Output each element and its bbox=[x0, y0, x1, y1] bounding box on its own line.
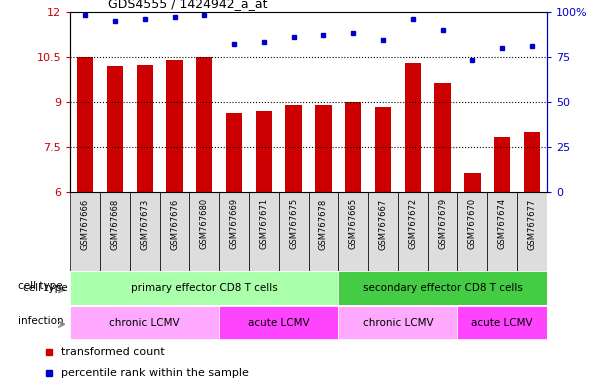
Text: GSM767668: GSM767668 bbox=[111, 198, 119, 250]
Bar bbox=[398, 192, 428, 271]
Text: cell type: cell type bbox=[23, 283, 67, 293]
Text: primary effector CD8 T cells: primary effector CD8 T cells bbox=[131, 283, 277, 293]
Bar bbox=[70, 271, 338, 305]
Bar bbox=[70, 306, 219, 339]
Text: GSM767677: GSM767677 bbox=[527, 198, 536, 250]
Text: GSM767679: GSM767679 bbox=[438, 198, 447, 250]
Bar bbox=[70, 192, 100, 271]
Bar bbox=[249, 192, 279, 271]
Bar bbox=[464, 173, 481, 192]
Bar bbox=[196, 57, 213, 192]
Bar bbox=[77, 57, 93, 192]
Bar bbox=[338, 271, 547, 305]
Bar bbox=[494, 137, 510, 192]
Text: GSM767671: GSM767671 bbox=[260, 198, 268, 250]
Bar bbox=[338, 306, 458, 339]
Bar bbox=[100, 192, 130, 271]
Text: secondary effector CD8 T cells: secondary effector CD8 T cells bbox=[363, 283, 522, 293]
Text: GSM767675: GSM767675 bbox=[289, 198, 298, 250]
Bar bbox=[434, 83, 451, 192]
Bar bbox=[189, 192, 219, 271]
Text: GSM767669: GSM767669 bbox=[230, 198, 238, 250]
Text: GSM767680: GSM767680 bbox=[200, 198, 209, 250]
Bar bbox=[345, 102, 362, 192]
Bar bbox=[219, 306, 338, 339]
Bar bbox=[166, 60, 183, 192]
Bar bbox=[524, 132, 540, 192]
Text: GSM767672: GSM767672 bbox=[408, 198, 417, 250]
Text: chronic LCMV: chronic LCMV bbox=[109, 318, 180, 328]
Text: GSM767665: GSM767665 bbox=[349, 198, 357, 250]
Bar bbox=[159, 192, 189, 271]
Text: GDS4555 / 1424942_a_at: GDS4555 / 1424942_a_at bbox=[108, 0, 268, 10]
Text: GSM767678: GSM767678 bbox=[319, 198, 328, 250]
Bar bbox=[279, 192, 309, 271]
Text: GSM767667: GSM767667 bbox=[379, 198, 387, 250]
Bar bbox=[488, 192, 517, 271]
Bar bbox=[315, 105, 332, 192]
Bar bbox=[226, 113, 243, 192]
Bar bbox=[428, 192, 458, 271]
Bar bbox=[130, 192, 159, 271]
Bar bbox=[458, 306, 547, 339]
Bar bbox=[338, 192, 368, 271]
Text: transformed count: transformed count bbox=[61, 347, 165, 357]
Bar bbox=[375, 107, 391, 192]
Text: GSM767666: GSM767666 bbox=[81, 198, 90, 250]
Text: GSM767673: GSM767673 bbox=[141, 198, 149, 250]
Text: infection: infection bbox=[18, 316, 63, 326]
Bar bbox=[107, 66, 123, 192]
Bar bbox=[404, 63, 421, 192]
Bar bbox=[517, 192, 547, 271]
Text: cell type: cell type bbox=[18, 281, 62, 291]
Bar bbox=[285, 105, 302, 192]
Text: chronic LCMV: chronic LCMV bbox=[362, 318, 433, 328]
Text: GSM767670: GSM767670 bbox=[468, 198, 477, 250]
Bar bbox=[136, 65, 153, 192]
Text: acute LCMV: acute LCMV bbox=[248, 318, 310, 328]
Text: GSM767674: GSM767674 bbox=[498, 198, 507, 250]
Bar bbox=[219, 192, 249, 271]
Bar bbox=[368, 192, 398, 271]
Bar bbox=[255, 111, 272, 192]
Text: percentile rank within the sample: percentile rank within the sample bbox=[61, 368, 249, 378]
Text: GSM767676: GSM767676 bbox=[170, 198, 179, 250]
Bar bbox=[309, 192, 338, 271]
Text: acute LCMV: acute LCMV bbox=[471, 318, 533, 328]
Bar bbox=[458, 192, 488, 271]
